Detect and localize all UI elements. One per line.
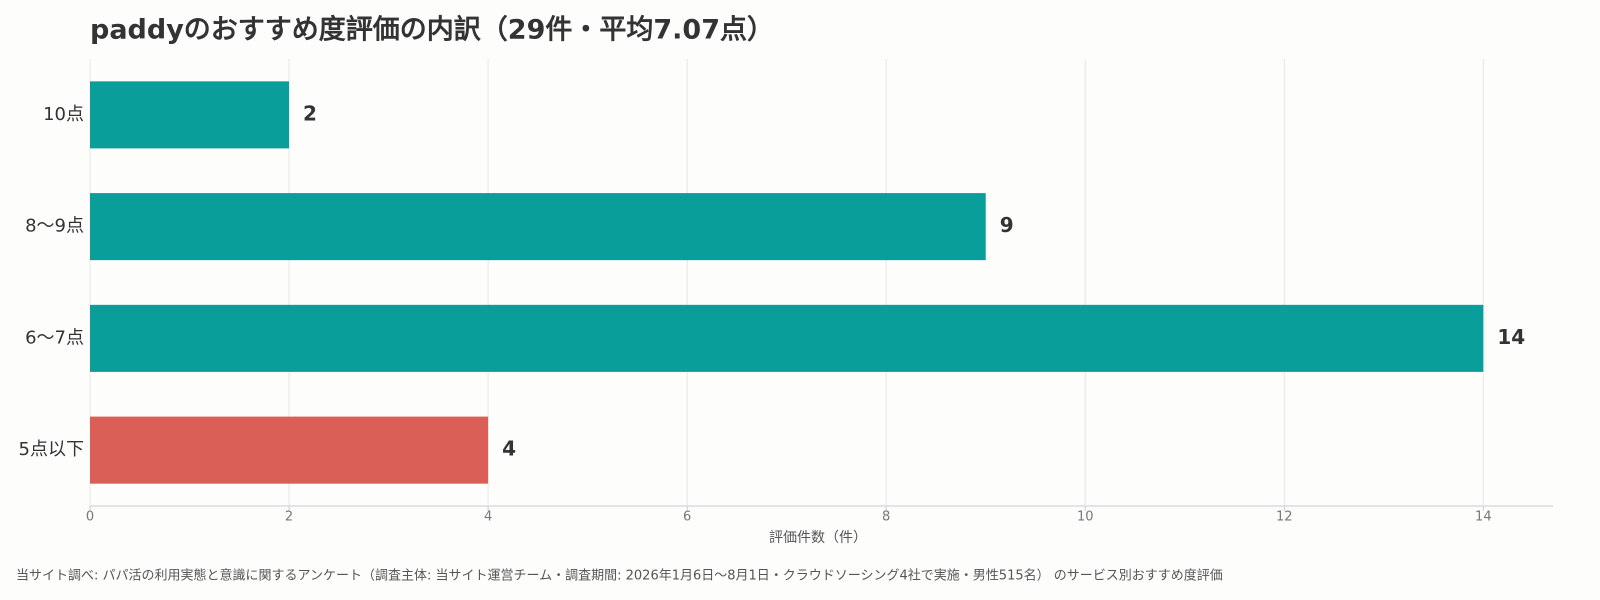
x-tick-label: 10 [1077,510,1094,525]
data-label: 9 [1000,213,1014,237]
bar [90,193,986,261]
y-tick-label: 6〜7点 [25,327,84,348]
y-tick-label: 5点以下 [19,439,84,460]
y-tick-label: 10点 [43,104,84,125]
x-tick-label: 14 [1475,510,1492,525]
x-tick-label: 12 [1276,510,1293,525]
chart-title: paddyのおすすめ度評価の内訳（29件・平均7.07点） [90,14,774,46]
x-tick-label: 6 [683,510,691,525]
footnote: 当サイト調べ: パパ活の利用実態と意識に関するアンケート（調査主体: 当サイト運… [16,568,1223,584]
data-label: 14 [1497,325,1525,349]
x-tick-label: 8 [882,510,890,525]
x-axis-label: 評価件数（件） [769,530,867,546]
y-tick-label: 8〜9点 [25,216,84,237]
data-label: 2 [303,101,317,125]
x-tick-label: 4 [484,510,492,525]
data-label: 4 [502,437,516,461]
bar [90,304,1484,372]
bar [90,81,290,149]
x-tick-label: 2 [285,510,293,525]
bar [90,416,489,484]
x-tick-label: 0 [86,510,94,525]
